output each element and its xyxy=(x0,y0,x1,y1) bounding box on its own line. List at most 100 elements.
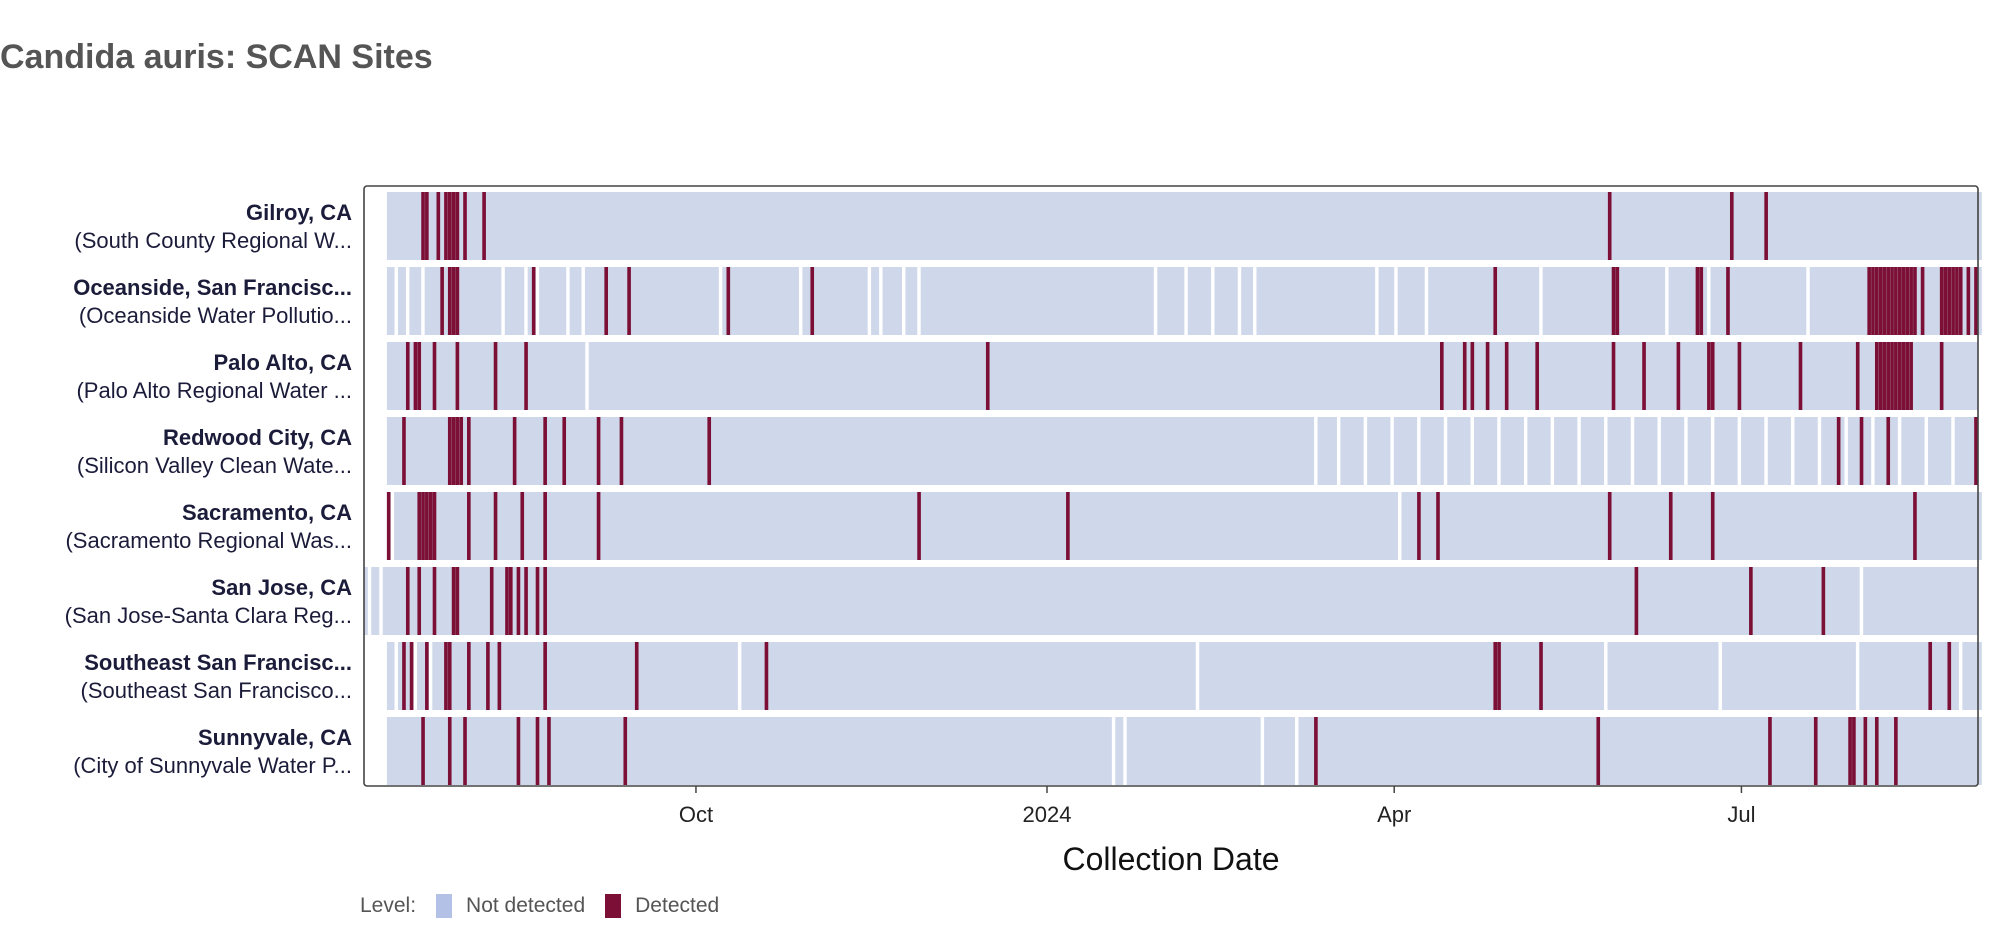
detected-cell xyxy=(1859,417,1864,485)
detected-cell xyxy=(1913,267,1917,335)
detected-cell xyxy=(1905,267,1910,335)
legend-title: Level: xyxy=(360,894,417,917)
detected-cell xyxy=(425,492,429,560)
no-sample-gap xyxy=(1237,267,1242,335)
detected-cell xyxy=(1729,192,1734,260)
site-plant-label: (San Jose-Santa Clara Reg... xyxy=(65,603,352,628)
detected-cell xyxy=(512,417,517,485)
detected-cell xyxy=(497,642,502,710)
no-sample-gap xyxy=(1390,417,1394,485)
no-sample-gap xyxy=(917,267,921,335)
detected-cell xyxy=(1939,342,1944,410)
detected-cell xyxy=(1470,342,1475,410)
detected-cell xyxy=(1836,417,1841,485)
detected-cell xyxy=(1539,642,1543,710)
detected-cell xyxy=(1874,342,1879,410)
detected-cell xyxy=(524,567,528,635)
detected-cell xyxy=(447,642,452,710)
detected-cell xyxy=(1974,267,1978,335)
x-tick-label: Jul xyxy=(1727,802,1755,827)
detected-cell xyxy=(1848,717,1852,785)
detected-cell xyxy=(543,642,547,710)
detected-cell xyxy=(413,342,418,410)
detected-cell xyxy=(1535,342,1540,410)
heatmap-rows xyxy=(364,192,1982,785)
detected-cell xyxy=(417,492,422,560)
detected-cell xyxy=(619,417,624,485)
no-sample-gap xyxy=(1539,267,1543,335)
detected-cell xyxy=(440,267,444,335)
detected-cell xyxy=(516,567,521,635)
detected-cell xyxy=(447,192,452,260)
detected-cell xyxy=(917,492,921,560)
detected-cell xyxy=(451,567,456,635)
site-name-label: Redwood City, CA xyxy=(163,425,352,450)
no-sample-gap xyxy=(867,267,872,335)
detected-cell xyxy=(1634,567,1639,635)
detected-cell xyxy=(1882,267,1887,335)
detected-cell xyxy=(1462,342,1467,410)
detected-cell xyxy=(1897,267,1902,335)
detected-cell xyxy=(1417,492,1421,560)
row-not-detected-band xyxy=(386,192,1982,260)
detected-cell xyxy=(1894,717,1898,785)
detected-cell xyxy=(447,267,452,335)
no-sample-gap xyxy=(1195,642,1200,710)
detected-cell xyxy=(432,342,437,410)
no-sample-gap xyxy=(1707,267,1711,335)
no-sample-gap xyxy=(1817,417,1822,485)
detected-cell xyxy=(1905,342,1910,410)
detected-cell xyxy=(1909,267,1913,335)
site-plant-label: (Sacramento Regional Was... xyxy=(65,528,352,553)
detected-cell xyxy=(985,342,990,410)
detected-cell xyxy=(1855,342,1860,410)
no-sample-gap xyxy=(1951,417,1955,485)
detected-cell xyxy=(1943,267,1948,335)
detected-cell xyxy=(1764,192,1768,260)
detected-cell xyxy=(489,567,494,635)
no-sample-gap xyxy=(1417,417,1421,485)
detected-cell xyxy=(1894,342,1898,410)
detected-cell xyxy=(455,192,460,260)
detected-cell xyxy=(1974,417,1978,485)
detected-cell xyxy=(463,717,467,785)
detected-cell xyxy=(1947,642,1952,710)
detected-cell xyxy=(421,192,425,260)
no-sample-gap xyxy=(737,642,742,710)
no-sample-gap xyxy=(1859,567,1864,635)
detected-cell xyxy=(543,567,547,635)
detected-cell xyxy=(1878,267,1883,335)
detected-cell xyxy=(486,642,490,710)
detected-cell xyxy=(1886,417,1891,485)
detected-cell xyxy=(1066,492,1070,560)
row-not-detected-band xyxy=(364,567,1978,635)
detected-cell xyxy=(1852,717,1856,785)
detected-cell xyxy=(1939,267,1944,335)
detected-cell xyxy=(1886,267,1891,335)
no-sample-gap xyxy=(1550,417,1555,485)
site-name-label: San Jose, CA xyxy=(211,575,352,600)
detected-cell xyxy=(467,642,471,710)
no-sample-gap xyxy=(379,567,383,635)
detected-cell xyxy=(432,567,437,635)
no-sample-gap xyxy=(1424,267,1429,335)
no-sample-gap xyxy=(501,267,505,335)
no-sample-gap xyxy=(1604,417,1608,485)
chart-title: Candida auris: SCAN Sites xyxy=(0,38,433,76)
no-sample-gap xyxy=(367,567,372,635)
no-sample-gap xyxy=(428,642,433,710)
detected-cell xyxy=(1871,267,1875,335)
no-sample-gap xyxy=(566,267,570,335)
detected-cell xyxy=(405,342,410,410)
detected-cell xyxy=(604,267,609,335)
no-sample-gap xyxy=(1630,417,1635,485)
detected-cell xyxy=(547,717,551,785)
detected-cell xyxy=(707,417,712,485)
detected-cell xyxy=(1890,267,1894,335)
no-sample-gap xyxy=(535,267,540,335)
no-sample-gap xyxy=(1253,267,1257,335)
detected-cell xyxy=(1867,267,1871,335)
detected-cell xyxy=(405,567,410,635)
detected-cell xyxy=(1882,342,1887,410)
detected-cell xyxy=(508,567,513,635)
